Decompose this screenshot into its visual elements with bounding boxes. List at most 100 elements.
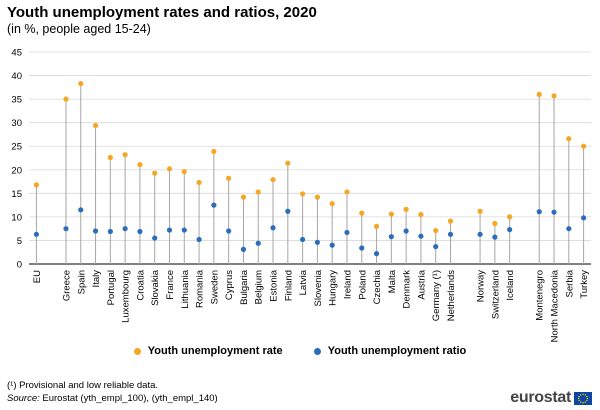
x-tick-label: North Macedonia <box>550 269 561 342</box>
ratio-point <box>166 227 173 233</box>
logo-text: eurostat <box>510 389 571 406</box>
legend-marker-rate <box>133 347 141 355</box>
y-tick-label: 5 <box>17 236 22 247</box>
x-tick-label: Denmark <box>402 270 413 309</box>
x-tick-label: Slovenia <box>313 269 324 306</box>
ratio-point <box>152 235 158 241</box>
rate-point <box>63 96 69 102</box>
rate-point <box>166 166 173 172</box>
rate-point <box>477 208 483 214</box>
x-tick-label: EU <box>32 270 43 283</box>
rate-point <box>581 143 587 149</box>
ratio-point <box>285 208 291 214</box>
source-line: Source: Eurostat (yth_empl_100), (yth_em… <box>7 393 218 404</box>
rate-point <box>492 220 498 227</box>
ratio-point <box>107 228 113 235</box>
ratio-point <box>388 234 394 240</box>
ratio-point <box>211 202 217 208</box>
y-tick-label: 10 <box>11 212 22 223</box>
x-tick-label: France <box>165 270 176 300</box>
rate-point <box>373 223 380 229</box>
source-label: Source: <box>7 393 40 404</box>
rate-point <box>33 182 39 188</box>
ratio-point <box>196 236 202 243</box>
x-tick-label: Sweden <box>209 270 220 304</box>
rate-point <box>240 194 247 200</box>
rate-point <box>329 201 335 207</box>
dot-plot-chart: 0 5 10 15 20 25 30 35 40 45 EU Greece Spain Italy Por… <box>11 48 591 342</box>
rate-point <box>92 122 99 129</box>
x-tick-label: Lithuania <box>180 269 191 308</box>
source-text: Eurostat (yth_empl_100), (yth_empl_140) <box>39 393 218 404</box>
y-tick-label: 15 <box>11 189 22 200</box>
rate-point <box>137 161 143 168</box>
legend-item-rate: Youth unemployment rate <box>133 345 283 357</box>
ratio-point <box>566 226 572 232</box>
rate-point <box>78 80 84 87</box>
ratio-point <box>314 239 320 245</box>
y-tick-label: 30 <box>11 118 22 129</box>
rate-point <box>566 136 572 142</box>
ratio-point <box>270 225 276 231</box>
chart-subtitle: (in %, people aged 15-24) <box>7 22 151 36</box>
chart-title: Youth unemployment rates and ratios, 202… <box>7 4 317 21</box>
rate-point <box>152 170 158 176</box>
ratio-point <box>255 240 261 246</box>
ratio-point <box>181 227 187 233</box>
y-tick-label: 0 <box>17 260 22 271</box>
x-tick-label: Poland <box>357 270 368 300</box>
x-tick-label: Estonia <box>269 269 280 301</box>
x-tick-label: Greece <box>61 270 72 301</box>
x-tick-label: Iceland <box>505 270 516 301</box>
rate-point <box>536 91 542 97</box>
ratio-point <box>507 227 513 233</box>
rate-point <box>447 218 454 224</box>
x-tick-label: Italy <box>91 270 102 288</box>
rate-point <box>314 194 320 200</box>
eurostat-logo: eurostat <box>510 389 592 407</box>
x-tick-label: Romania <box>195 269 206 308</box>
x-tick-label: Switzerland <box>490 270 501 319</box>
y-tick-label: 45 <box>11 48 22 59</box>
x-tick-label: Germany (¹) <box>431 270 442 321</box>
ratio-point <box>226 228 232 234</box>
rate-point <box>285 160 291 166</box>
x-tick-label: Austria <box>416 269 427 299</box>
x-tick-label: Serbia <box>564 269 575 297</box>
rate-point <box>359 210 365 216</box>
ratio-point <box>581 215 587 221</box>
x-tick-label: Latvia <box>298 269 309 295</box>
rate-point <box>418 211 424 218</box>
rate-point <box>270 177 276 183</box>
x-tick-label: Norway <box>476 270 487 302</box>
rate-point <box>226 175 232 181</box>
x-tick-label: Cyprus <box>224 270 235 300</box>
x-tick-label: Bulgaria <box>239 269 250 305</box>
x-tick-label: Turkey <box>579 270 590 299</box>
ratio-point <box>33 231 39 237</box>
rate-point <box>255 189 261 195</box>
eu-flag-icon <box>574 391 592 405</box>
chart-legend: Youth unemployment rate Youth unemployme… <box>0 345 600 358</box>
x-tick-label: Portugal <box>106 270 117 305</box>
legend-item-ratio: Youth unemployment ratio <box>313 345 466 357</box>
ratio-point <box>477 231 483 237</box>
footnote: (¹) Provisional and low reliable data. <box>7 380 159 391</box>
x-tick-label: Finland <box>283 270 294 301</box>
ratio-point <box>240 246 247 252</box>
ratio-point <box>329 242 335 248</box>
x-tick-label: Croatia <box>135 269 146 300</box>
ratio-point <box>78 207 84 213</box>
y-tick-label: 20 <box>11 165 22 176</box>
rate-point <box>211 148 217 155</box>
x-tick-label: Luxembourg <box>121 270 132 323</box>
ratio-point <box>344 229 350 236</box>
ratio-point <box>359 245 365 251</box>
ratio-point <box>551 209 557 215</box>
x-tick-label: Hungary <box>328 270 339 306</box>
ratio-point <box>300 236 306 243</box>
legend-marker-ratio <box>313 347 321 355</box>
y-tick-label: 40 <box>11 71 22 82</box>
rate-point <box>344 189 350 195</box>
rate-point <box>507 214 513 220</box>
